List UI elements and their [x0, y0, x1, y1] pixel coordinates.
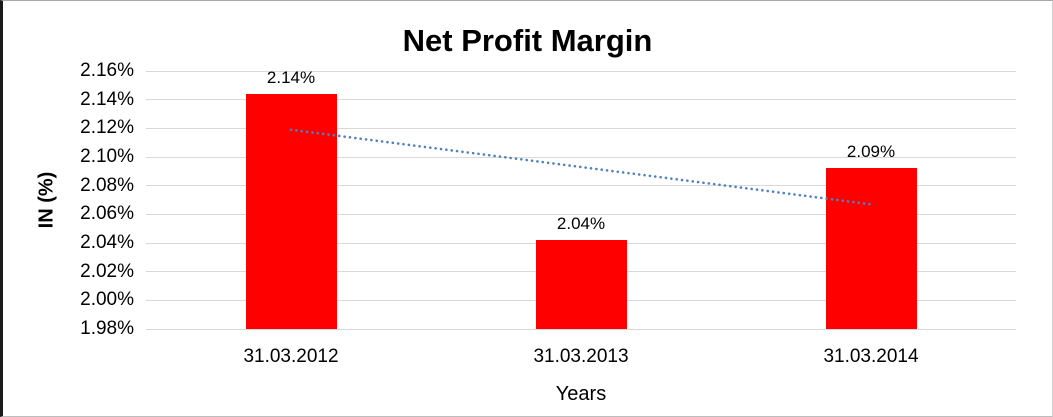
gridline	[146, 328, 1016, 330]
bar	[825, 168, 917, 329]
bar	[535, 240, 627, 329]
bar-data-label: 2.04%	[556, 214, 606, 234]
x-axis-title: Years	[555, 383, 607, 405]
y-tick-label: 2.04%	[80, 232, 134, 253]
gridline	[146, 213, 1016, 215]
y-tick-label: 2.10%	[80, 146, 134, 167]
y-tick-label: 2.08%	[80, 174, 134, 196]
y-tick-label: 2.02%	[80, 260, 134, 282]
bar	[245, 93, 337, 329]
y-tick-label: 2.12%	[80, 117, 134, 139]
bar-data-label: 2.14%	[266, 67, 316, 87]
chart-title: Net Profit Margin	[402, 23, 653, 58]
gridline	[146, 70, 1016, 72]
x-category-label: 31.03.2012	[243, 346, 339, 367]
gridline	[146, 127, 1016, 129]
x-category-label: 31.03.2014	[823, 346, 919, 367]
y-tick-label: 2.00%	[80, 289, 134, 311]
y-tick-label: 2.06%	[80, 203, 134, 225]
y-tick-label: 2.16%	[80, 60, 134, 81]
x-category-label: 31.03.2013	[533, 346, 629, 367]
gridline	[146, 99, 1016, 101]
trendline	[289, 128, 873, 206]
y-tick-label: 2.14%	[80, 88, 134, 110]
y-tick-label: 1.98%	[80, 318, 134, 339]
bar-data-label: 2.09%	[846, 142, 896, 162]
